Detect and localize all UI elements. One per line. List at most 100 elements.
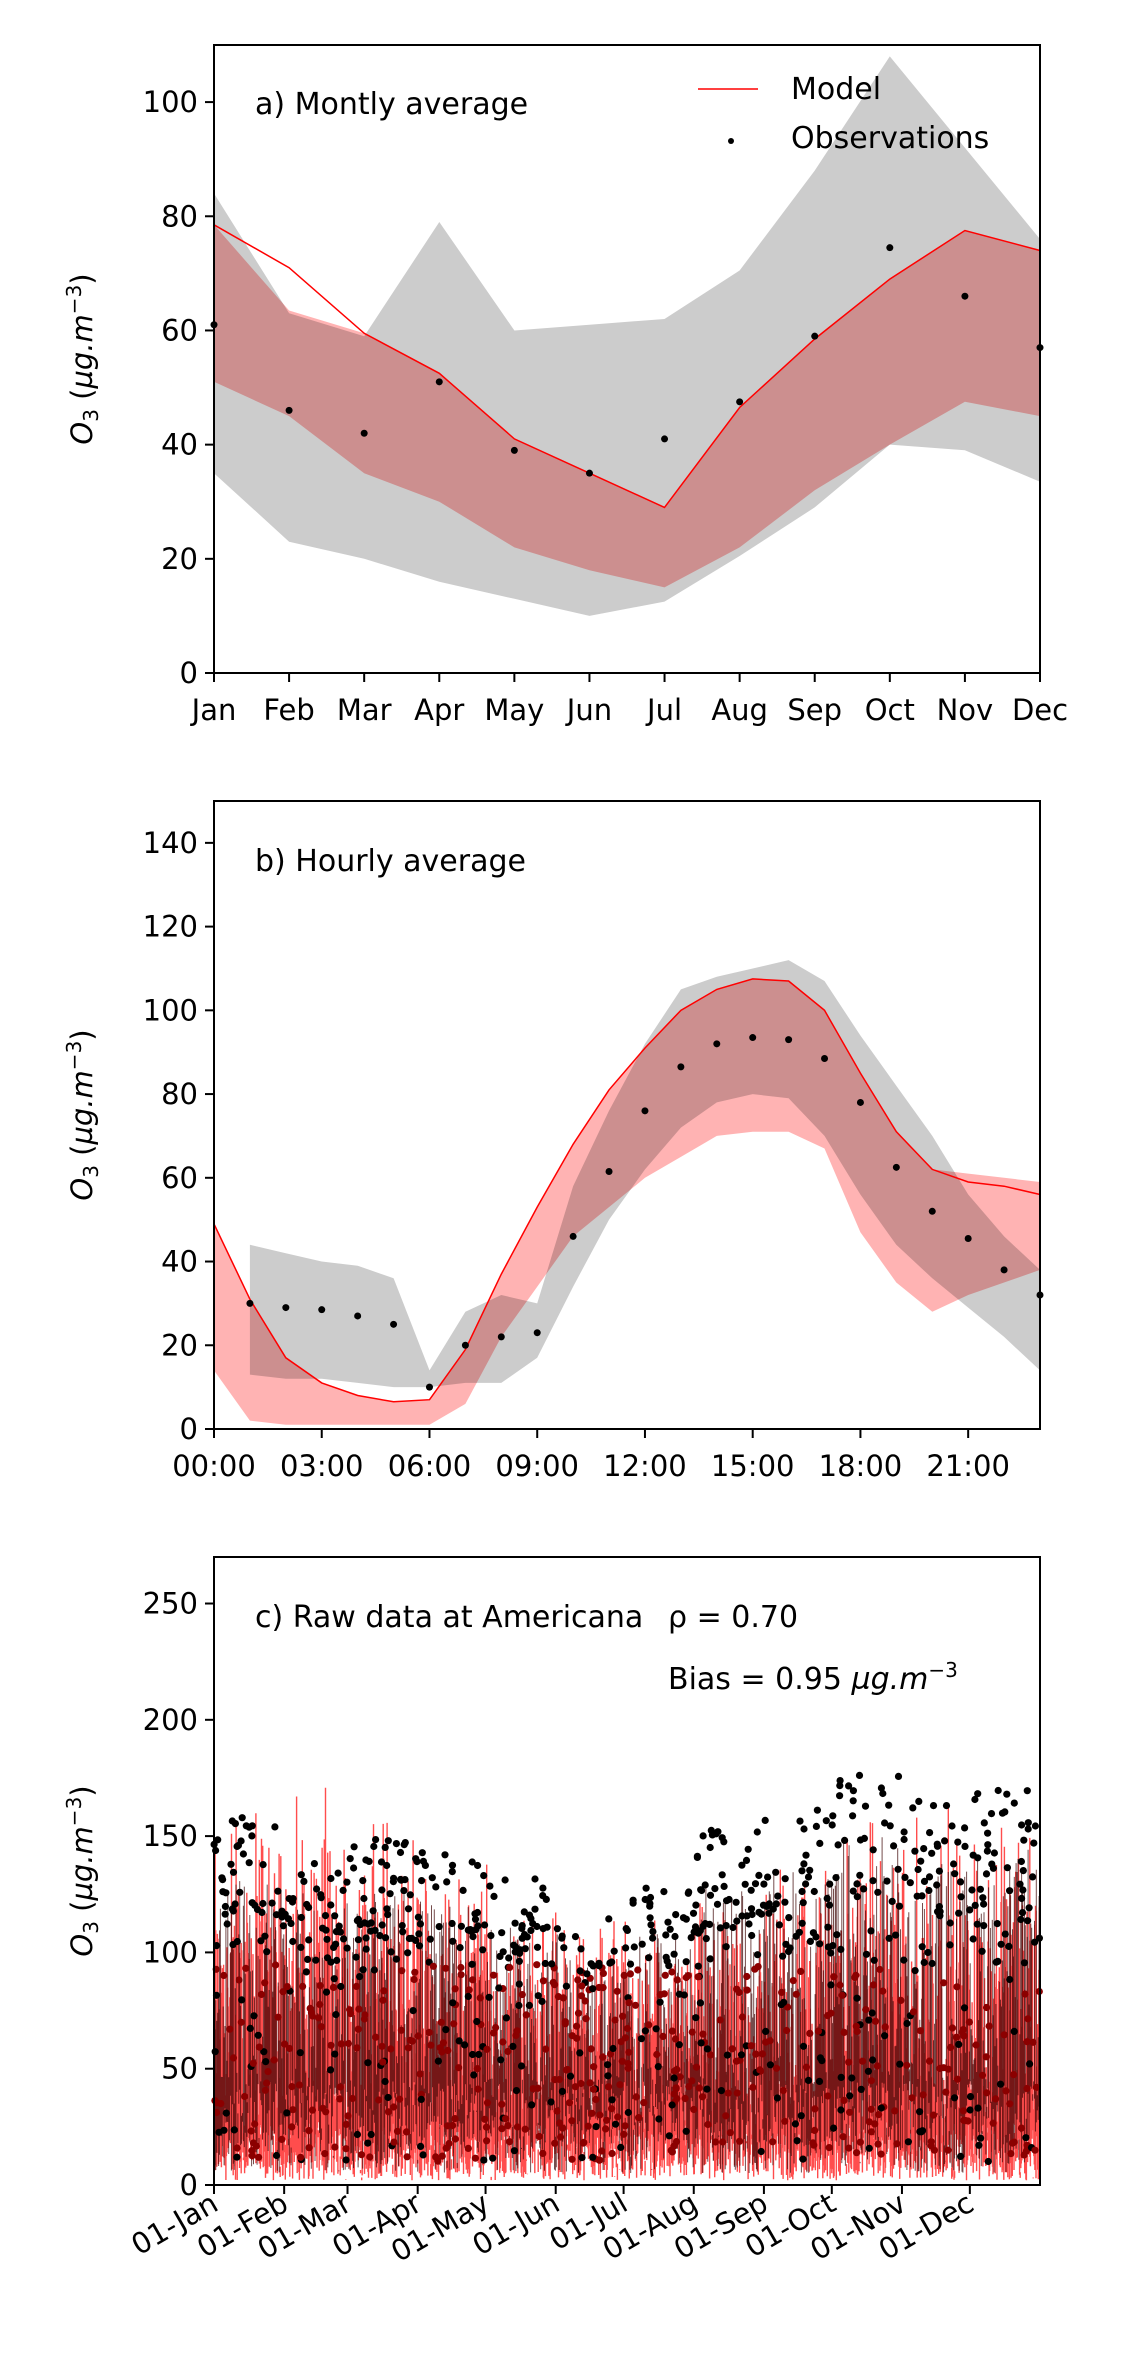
observation-point: [435, 378, 443, 386]
observation-point: [425, 1383, 433, 1391]
observation-point: [513, 2123, 522, 2131]
observation-point: [693, 1852, 702, 1860]
observation-point: [370, 1966, 378, 1974]
observation-point: [569, 1232, 577, 1240]
observation-point: [599, 2053, 607, 2061]
observation-point: [853, 1893, 861, 1901]
observation-point: [251, 1901, 259, 1909]
observation-point: [625, 2048, 633, 2056]
observation-point: [574, 2009, 583, 2017]
observation-point: [390, 2138, 398, 2146]
observation-point: [602, 2125, 610, 2133]
observation-point: [641, 1107, 649, 1115]
observation-point: [671, 1932, 679, 1941]
observation-point: [956, 1878, 965, 1886]
observation-point: [489, 2029, 498, 2037]
observation-point: [706, 1955, 714, 1963]
observation-point: [604, 2061, 612, 2069]
observation-point: [384, 2108, 393, 2116]
x-tick-label: Aug: [711, 693, 768, 727]
observation-point: [848, 2074, 856, 2082]
observation-point: [362, 1934, 370, 1942]
legend-observations-label: Observations: [791, 121, 989, 156]
observation-point: [400, 1841, 408, 1849]
observation-point: [473, 2017, 481, 2026]
observation-point: [984, 1829, 992, 1837]
observation-point: [539, 1977, 548, 1985]
observation-point: [736, 2137, 744, 2145]
observation-point: [792, 1990, 800, 1998]
observation-point: [827, 1949, 835, 1957]
observation-point: [747, 2042, 755, 2050]
y-tick-label: 50: [161, 2052, 198, 2086]
observation-point: [307, 2009, 316, 2017]
observation-point: [456, 1944, 464, 1952]
observation-point: [856, 1098, 864, 1106]
observation-point: [483, 2045, 491, 2053]
y-tick-label: 80: [161, 1077, 198, 1111]
observation-point: [896, 2060, 904, 2068]
observation-point: [278, 1913, 286, 1921]
y-tick-label: 20: [161, 1328, 198, 1362]
observation-point: [1024, 1825, 1032, 1833]
panel-c-frame: [213, 1556, 1041, 2186]
observation-point: [604, 2072, 612, 2080]
observation-point: [553, 2107, 561, 2115]
observation-point: [282, 1304, 290, 1312]
observation-point: [909, 2008, 918, 2016]
observation-point: [245, 1823, 253, 1831]
observation-point: [443, 1878, 451, 1886]
observation-point: [1008, 2139, 1017, 2147]
observation-point: [701, 1920, 709, 1928]
observation-point: [577, 2079, 585, 2088]
observation-point: [313, 1885, 321, 1893]
observation-point: [777, 2001, 785, 2009]
observation-point: [289, 2106, 297, 2114]
y-tick-label: 0: [180, 1412, 198, 1446]
observation-point: [881, 2032, 889, 2040]
observation-point: [229, 1868, 238, 1876]
observation-point: [965, 2018, 974, 2026]
legend-observations-swatch: [728, 138, 734, 144]
observation-point: [916, 2108, 924, 2116]
observation-point: [434, 2057, 442, 2065]
observation-point: [969, 1851, 977, 1859]
observation-point: [824, 1943, 833, 1951]
observation-point: [953, 2075, 962, 2083]
observation-point: [885, 1934, 893, 1942]
observation-point: [747, 1905, 756, 1913]
observation-point: [461, 1341, 469, 1349]
observation-point: [322, 1988, 331, 1996]
observation-point: [480, 1872, 488, 1880]
observation-point: [761, 1816, 769, 1824]
observation-point: [218, 1874, 226, 1882]
observation-point: [836, 1792, 844, 1800]
observation-point: [459, 1886, 467, 1894]
observation-point: [694, 1962, 702, 1970]
observation-point: [665, 2132, 673, 2140]
observation-point: [666, 1925, 674, 1933]
observation-point: [581, 1997, 589, 2005]
observation-point: [760, 1880, 768, 1888]
observation-point: [312, 1956, 320, 1964]
observation-point: [813, 1806, 822, 1814]
observation-point: [661, 1971, 669, 1979]
observation-point: [877, 2104, 885, 2112]
observation-point: [487, 1932, 495, 1940]
observation-point: [261, 1979, 269, 1987]
observation-point: [259, 1861, 267, 1869]
observation-point: [659, 2032, 667, 2040]
observation-point: [410, 1975, 418, 1984]
observation-point: [942, 1802, 951, 1810]
observation-point: [414, 2032, 422, 2040]
observation-point: [402, 2128, 411, 2136]
observation-point: [1002, 2087, 1010, 2095]
observation-point: [637, 2035, 646, 2043]
observation-point: [297, 2153, 305, 2161]
observation-point: [766, 2061, 775, 2069]
observation-point: [270, 2056, 278, 2064]
observation-point: [272, 2151, 281, 2160]
observation-point: [322, 1926, 330, 1934]
observation-point: [738, 2013, 747, 2021]
observation-point: [753, 1828, 761, 1836]
